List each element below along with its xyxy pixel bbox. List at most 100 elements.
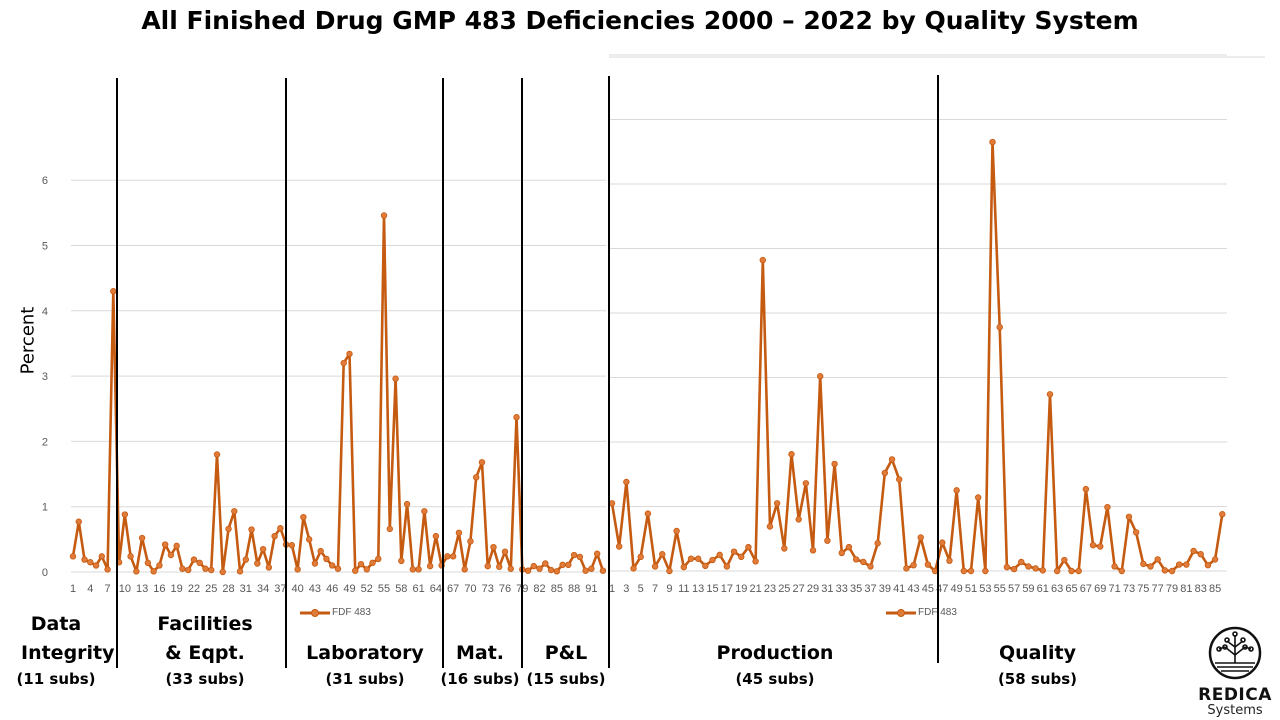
data-point — [317, 547, 324, 555]
group-label-materials: Mat. (16 subs) — [440, 642, 520, 688]
data-point — [1018, 558, 1025, 566]
data-point — [989, 138, 996, 146]
x-tick-label: 4 — [87, 583, 93, 595]
data-point — [582, 567, 589, 574]
x-tick-label: 81 — [1180, 583, 1192, 595]
x-tick-label: 43 — [907, 583, 919, 595]
data-point — [138, 534, 146, 542]
x-tick-label: 16 — [153, 583, 165, 595]
x-tick-label: 46 — [326, 583, 338, 595]
data-point — [1161, 567, 1169, 574]
data-point — [490, 543, 497, 551]
data-point — [946, 557, 953, 564]
group-label-laboratory: Laboratory (31 subs) — [306, 642, 424, 688]
data-point — [311, 560, 319, 567]
data-point — [190, 556, 198, 563]
x-tick-label: 85 — [551, 583, 563, 595]
x-tick-label: 7 — [652, 583, 658, 595]
x-tick-label: 3 — [623, 583, 629, 595]
data-point — [608, 500, 616, 507]
x-tick-label: 28 — [222, 583, 234, 595]
data-point — [673, 527, 680, 535]
x-tick-label: 10 — [119, 583, 131, 595]
x-tick-label: 40 — [292, 583, 304, 595]
data-point — [680, 563, 687, 571]
data-point — [144, 559, 152, 567]
data-point — [1068, 567, 1075, 575]
x-tick-label: 70 — [464, 583, 476, 595]
data-point — [507, 565, 514, 572]
data-point — [323, 555, 330, 563]
data-point — [87, 559, 94, 566]
x-tick-label: 57 — [1008, 583, 1020, 595]
data-point — [974, 494, 982, 501]
tree-circle-icon — [1208, 626, 1262, 680]
x-tick-label: 73 — [482, 583, 494, 595]
data-point — [271, 532, 278, 540]
x-tick-label: 39 — [879, 583, 891, 595]
data-point — [795, 516, 802, 523]
data-point — [694, 555, 702, 562]
legend-line-marker-icon — [300, 608, 330, 617]
data-point — [687, 555, 695, 562]
data-point — [766, 523, 774, 530]
data-point — [752, 558, 759, 565]
chart-2: 1 3 5 7 9 11 13 15 17 19 21 23 25 27 29 31 33 35 37 39 41 43 4… — [608, 54, 1227, 595]
data-point — [467, 538, 474, 545]
x-tick-label: 58 — [395, 583, 407, 595]
data-point — [1075, 567, 1082, 575]
x-tick-label: 88 — [568, 583, 580, 595]
x-tick-label: 47 — [936, 583, 948, 595]
x-tick-label: 15 — [706, 583, 718, 595]
data-point — [1010, 565, 1018, 573]
data-point — [202, 565, 209, 572]
redica-logo: REDICA Systems — [1190, 625, 1280, 718]
x-tick-label: 73 — [1123, 583, 1135, 595]
data-point — [542, 560, 549, 567]
x-tick-label: 41 — [893, 583, 905, 595]
data-point — [709, 556, 716, 564]
data-point — [702, 562, 709, 570]
data-point — [75, 518, 82, 525]
group-label-quality: Quality (58 subs) — [997, 642, 1078, 688]
data-point — [666, 567, 673, 575]
data-point — [1183, 561, 1190, 568]
data-point — [288, 542, 296, 549]
y-tick-label: 3 — [42, 371, 48, 383]
data-point — [939, 539, 946, 546]
data-point — [630, 565, 637, 572]
x-tick-label: 31 — [240, 583, 252, 595]
data-point — [536, 565, 543, 572]
data-point — [300, 513, 307, 521]
x-tick-label: 27 — [793, 583, 805, 595]
data-point — [716, 551, 723, 559]
data-point — [910, 561, 917, 569]
x-tick-label: 76 — [499, 583, 511, 595]
data-point — [1061, 556, 1068, 564]
data-point — [363, 566, 370, 573]
data-point — [496, 563, 503, 570]
data-point — [1032, 565, 1039, 572]
group-label-pl: P&L (15 subs) — [526, 642, 606, 688]
data-point — [455, 529, 463, 537]
x-tick-label: 55 — [994, 583, 1006, 595]
logo-brand: REDICA — [1198, 685, 1272, 705]
x-tick-label: 77 — [1152, 583, 1164, 595]
x-tick-label: 17 — [721, 583, 733, 595]
data-point — [924, 561, 932, 568]
data-point — [444, 553, 451, 560]
x-tick-label: 35 — [850, 583, 862, 595]
y-tick-label: 0 — [42, 567, 48, 579]
series-line — [71, 214, 605, 574]
data-point — [340, 359, 347, 367]
data-point — [305, 536, 313, 543]
data-point — [524, 567, 532, 574]
group-label-facilities: Facilities & Eqpt. (33 subs) — [157, 613, 253, 688]
data-point — [133, 568, 140, 575]
data-point — [565, 561, 572, 569]
data-point — [615, 543, 623, 550]
x-tick-label: 67 — [1080, 583, 1092, 595]
x-tick-label: 34 — [257, 583, 269, 595]
